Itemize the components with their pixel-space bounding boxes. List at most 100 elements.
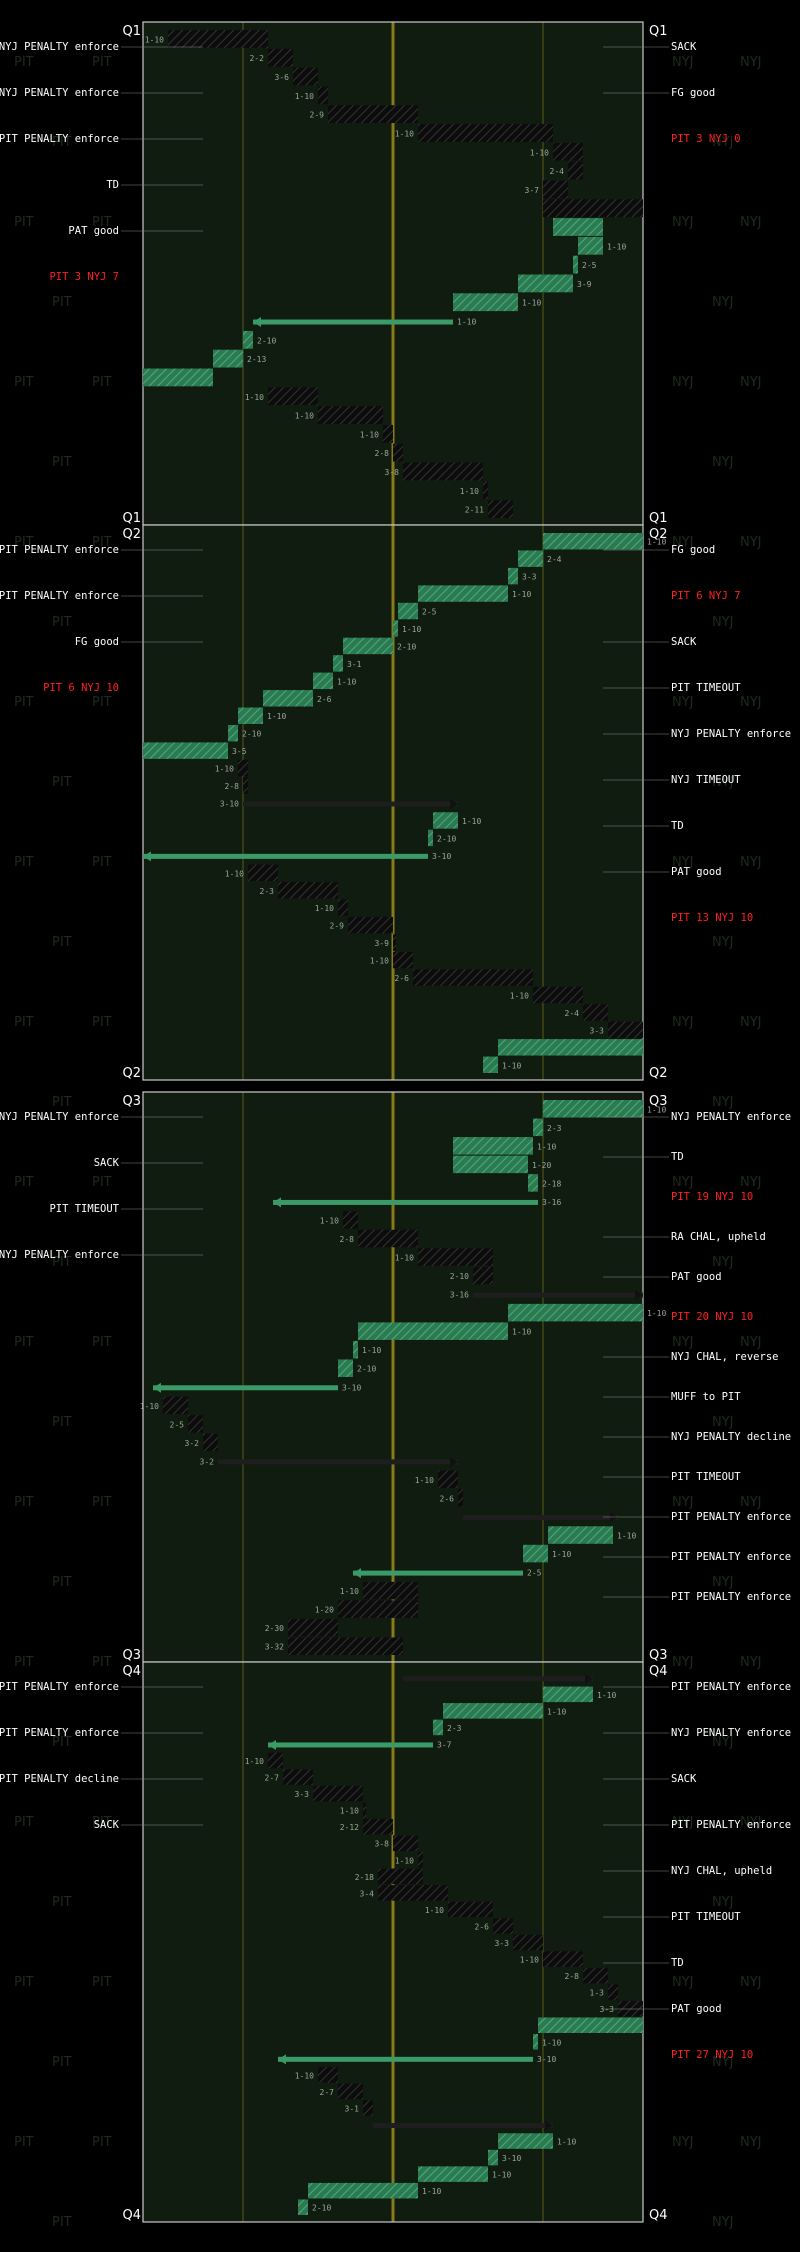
down-distance-label: 2-10 [312,2204,331,2213]
down-distance-label: 1-10 [597,1691,616,1700]
play-bar [243,777,248,794]
down-distance-label: 1-10 [315,904,334,913]
down-distance-label: 2-8 [340,1235,355,1244]
plays-layer [143,30,643,2215]
watermark-team-right: NYJ [672,1175,694,1190]
down-distance-label: 2-13 [247,355,266,364]
play-bar [268,387,318,406]
event-label: MUFF to PIT [671,1391,741,1403]
play-bar [248,864,278,882]
play-bar [508,1303,643,1322]
play-bar [583,1004,608,1021]
event-label: NYJ TIMEOUT [671,774,741,786]
down-distance-label: 3-9 [577,280,592,289]
play-bar [433,1719,443,1736]
watermark-team-right: NYJ [672,1335,694,1350]
event-label: TD [671,1151,684,1163]
watermark-team-right: NYJ [672,55,694,70]
down-distance-label: 1-10 [215,765,234,774]
watermark-team-left: PIT [14,1655,34,1670]
play-bar [318,86,328,105]
play-bar [338,1359,353,1377]
play-bar [543,199,643,218]
play-bar [543,1686,593,1703]
down-distance-label: 1-10 [537,1142,556,1151]
play-bar [568,161,583,180]
down-distance-label: 1-10 [460,487,479,496]
watermark-team-right: NYJ [672,375,694,390]
play-bar [498,1039,643,1056]
play-bar [463,1515,618,1520]
down-distance-label: 3-1 [347,660,362,669]
play-bar [228,724,238,742]
watermark-team-right: NYJ [672,1015,694,1030]
down-distance-label: 2-8 [375,449,390,458]
play-bar [538,2017,643,2033]
down-distance-label: 1-20 [315,1606,334,1615]
down-distance-label: 1-10 [502,1061,521,1070]
down-distance-label: 2-9 [310,111,325,120]
down-distance-label: 1-3 [590,1989,605,1998]
down-distance-label: 3-10 [342,1383,361,1392]
field-border [142,524,644,1081]
play-bar [143,853,428,859]
watermark-team-left: PIT [52,135,72,150]
down-distance-label: 1-10 [267,712,286,721]
down-distance-label: 3-10 [537,2055,556,2064]
play-bar [243,801,458,807]
watermark-team-left: PIT [52,775,72,790]
down-distance-label: 1-10 [617,1532,636,1541]
watermark-team-right: NYJ [712,455,734,470]
watermark-team-left: PIT [14,375,34,390]
down-distance-label: 1-10 [295,92,314,101]
down-distance-label: 1-10 [425,1906,444,1915]
down-distance-label: 2-4 [547,555,562,564]
watermark-team-left: PIT [92,2135,112,2150]
down-distance-label: 1-20 [532,1161,551,1170]
event-label: PIT 27 NYJ 10 [671,2049,753,2061]
play-bar [533,2034,538,2050]
watermark-team-right: NYJ [712,1575,734,1590]
play-bar [523,1544,548,1563]
down-distance-label: 2-3 [547,1124,562,1133]
play-bar [403,1676,593,1682]
play-bar [418,585,508,602]
watermark-team-right: NYJ [672,535,694,550]
watermark-team-left: PIT [52,1415,72,1430]
watermark-team-left: PIT [92,1335,112,1350]
play-bar [163,1396,188,1415]
down-distance-label: 2-11 [465,506,484,515]
watermark-team-left: PIT [52,1095,72,1110]
watermark-team-right: NYJ [712,2055,734,2070]
event-label: SACK [671,636,697,648]
quarter-label-start-left: Q3 [122,1094,141,1109]
down-distance-label: 3-7 [525,186,540,195]
down-distance-label: 3-5 [232,747,247,756]
play-bar [358,1229,418,1248]
event-label: NYJ PENALTY enforce [671,728,791,740]
watermark-team-left: PIT [14,2135,34,2150]
down-distance-label: 1-10 [520,1956,539,1965]
down-distance-label: 2-10 [437,834,456,843]
event-label: PIT PENALTY enforce [0,1681,119,1693]
down-distance-label: 1-10 [512,590,531,599]
watermark-team-left: PIT [52,935,72,950]
play-bar [203,1433,218,1452]
down-distance-label: 1-10 [145,35,164,44]
down-distance-label: 3-4 [360,1889,375,1898]
event-label: TD [671,820,684,832]
play-bar [608,1021,643,1039]
event-label: PIT TIMEOUT [671,1471,741,1483]
play-bar [453,1137,533,1155]
event-label: PIT PENALTY enforce [671,1819,791,1831]
event-label: NYJ PENALTY enforce [0,87,119,99]
play-bar [373,2123,553,2128]
watermark-team-right: NYJ [712,1095,734,1110]
watermark-team-right: NYJ [712,615,734,630]
play-bar [483,1056,498,1073]
event-label: PIT 20 NYJ 10 [671,1311,753,1323]
play-bar [143,368,213,387]
watermark-team-left: PIT [52,1895,72,1910]
watermark-team-right: NYJ [740,695,762,710]
